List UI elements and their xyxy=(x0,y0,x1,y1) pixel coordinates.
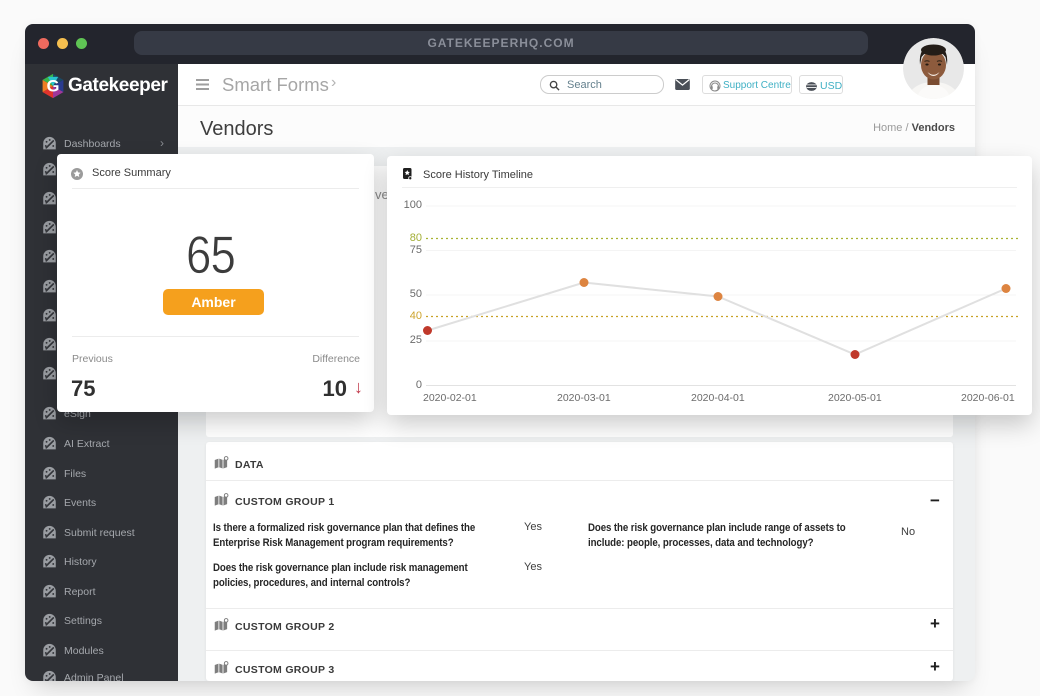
svg-text:G: G xyxy=(47,78,60,96)
